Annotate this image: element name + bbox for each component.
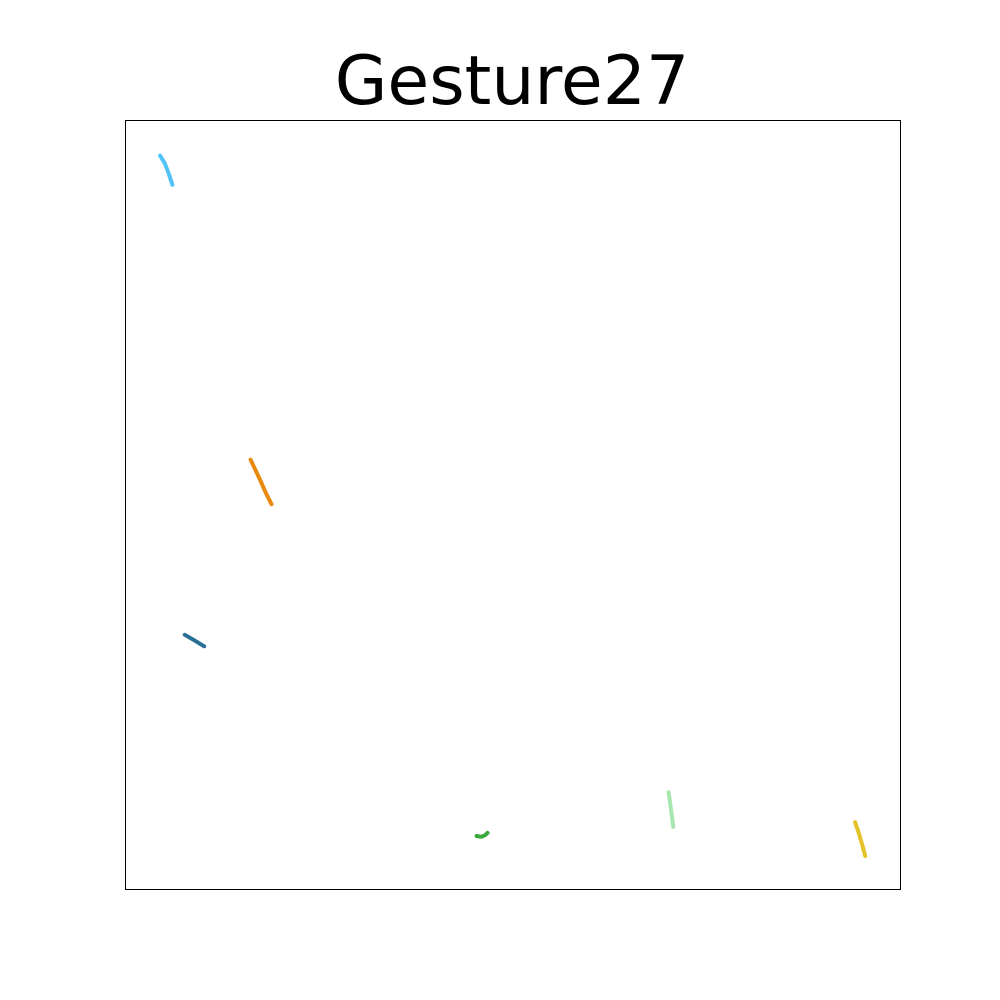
chart-title: Gesture27 (334, 42, 690, 121)
gesture-stroke-3 (182, 632, 207, 649)
gesture-stroke-6 (853, 820, 868, 858)
gesture-stroke-5 (666, 790, 676, 829)
gesture-stroke-2 (248, 457, 274, 507)
gesture-stroke-4 (474, 830, 490, 839)
series-layer (158, 153, 868, 858)
gesture-stroke-1 (158, 153, 175, 187)
plot-frame (125, 120, 901, 890)
